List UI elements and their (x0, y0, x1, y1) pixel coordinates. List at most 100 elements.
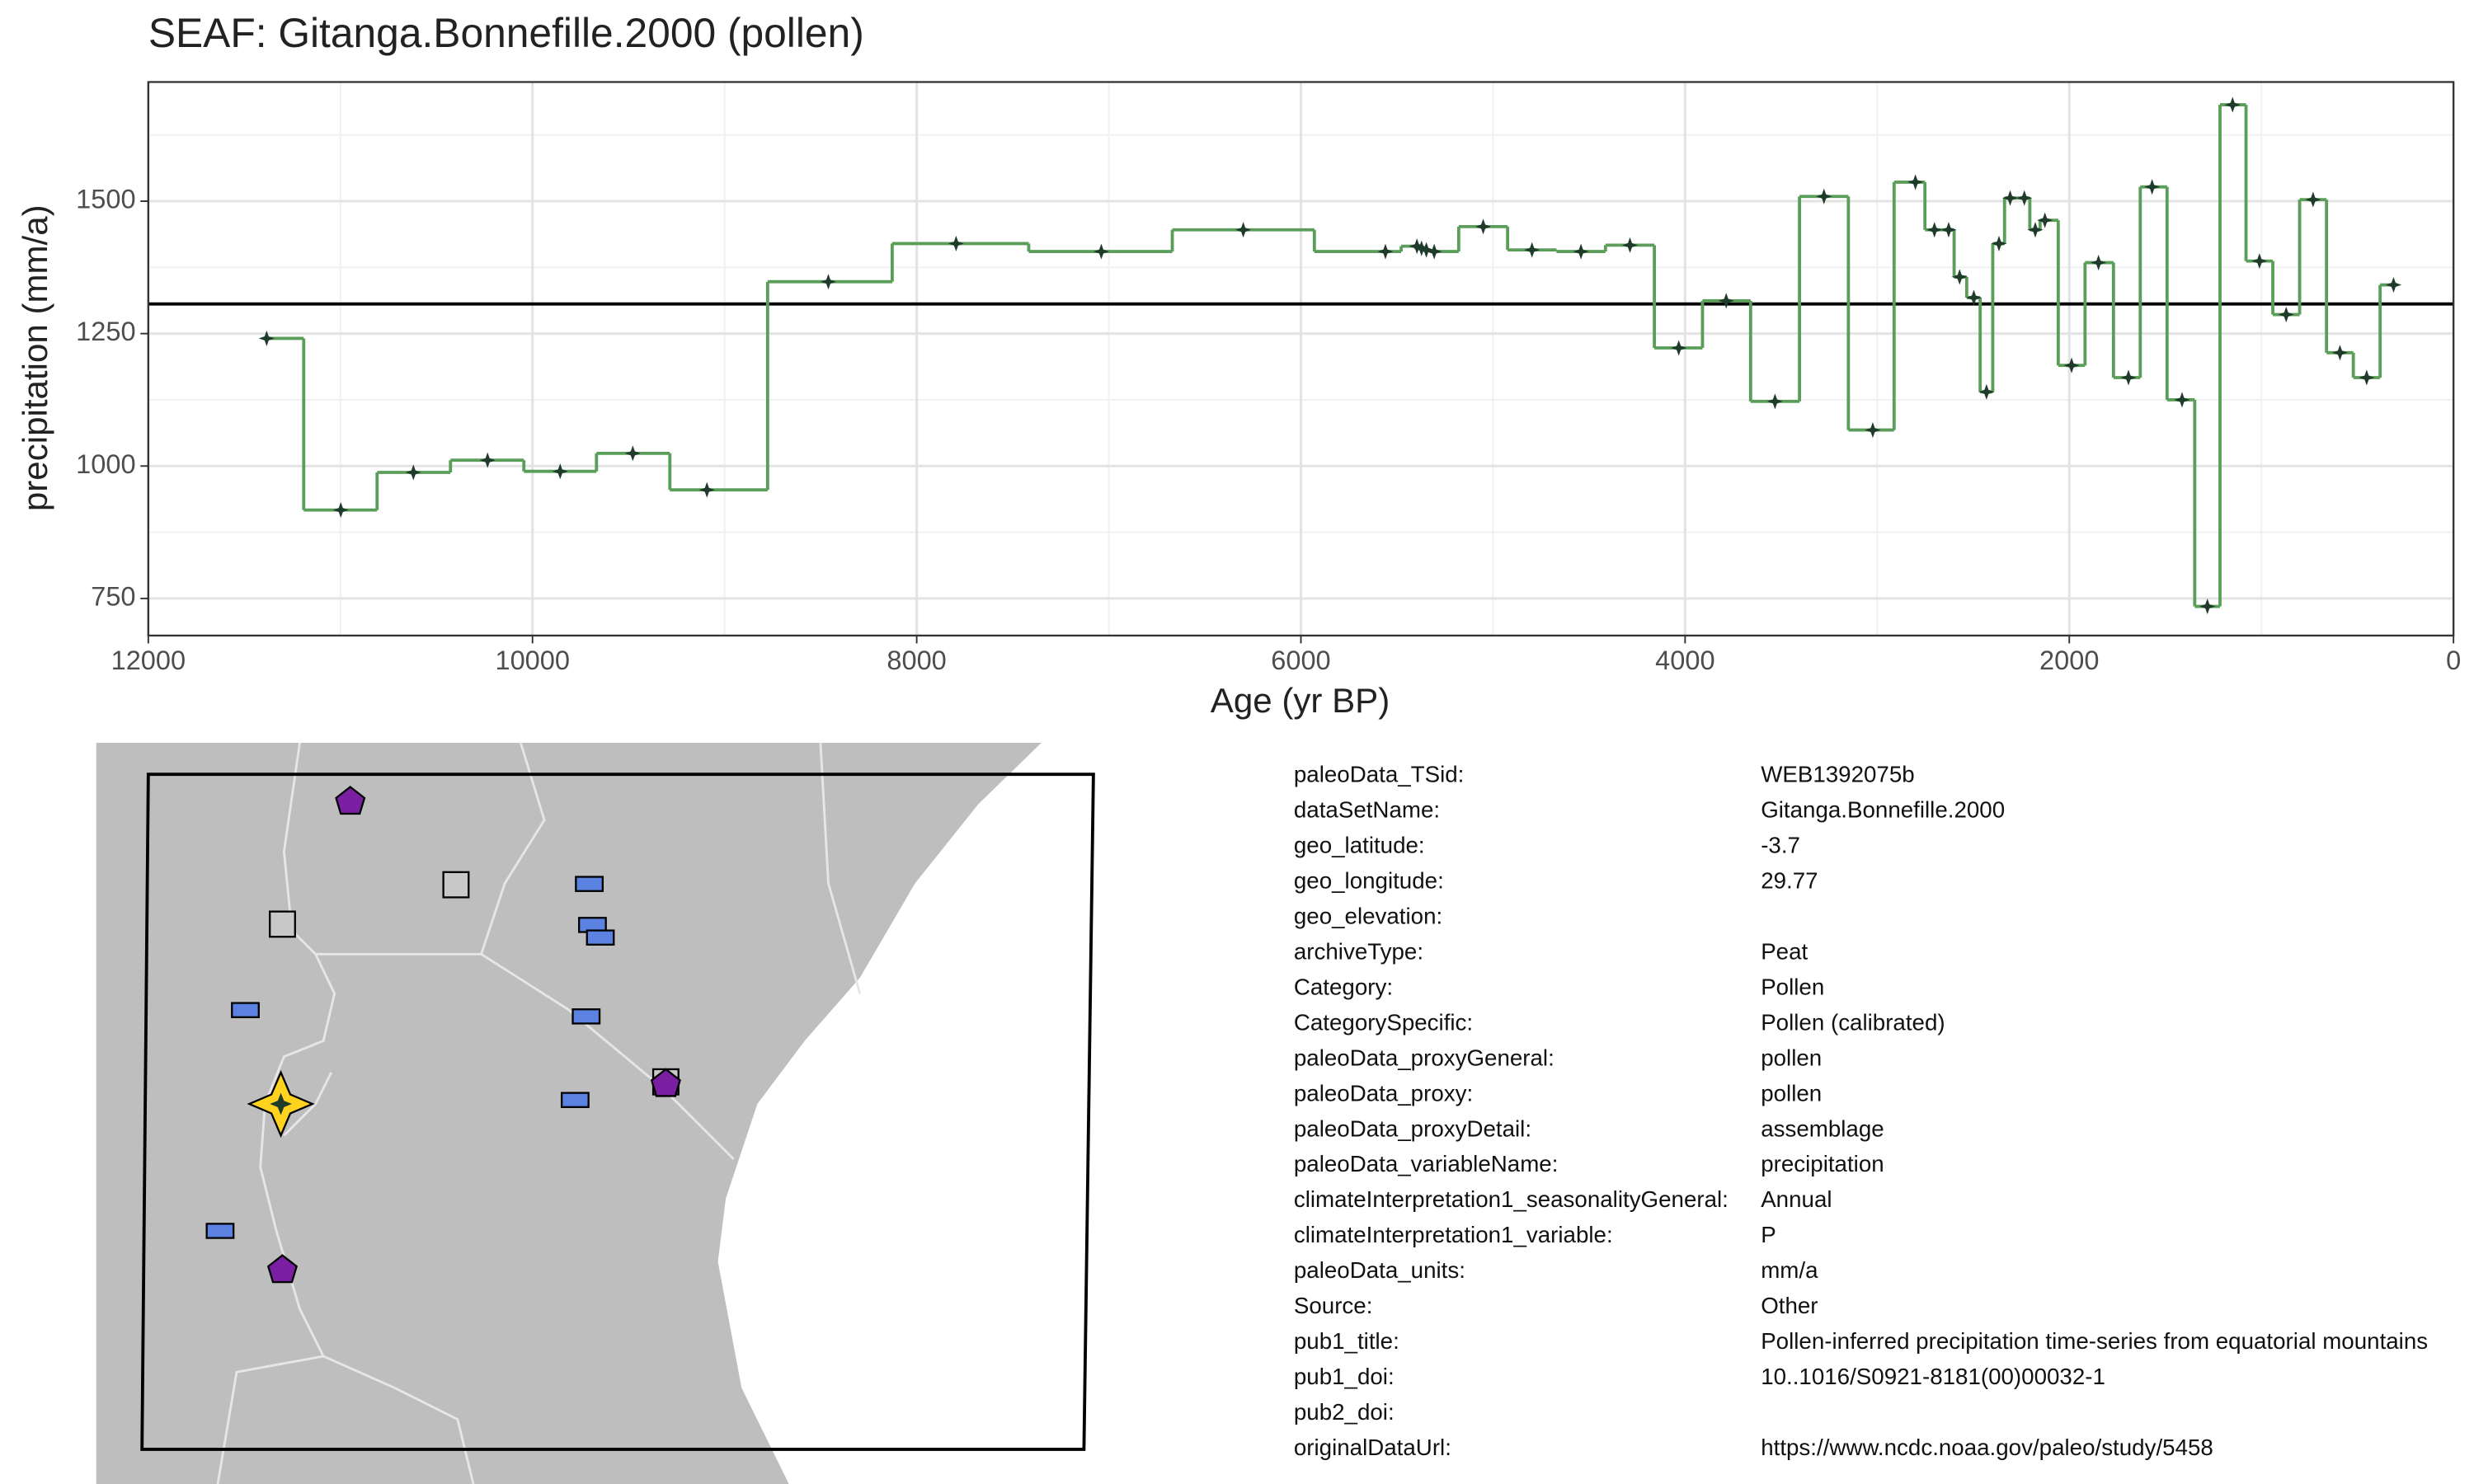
data-point (405, 464, 421, 481)
meta-key: dataSetName: (1294, 796, 1440, 822)
data-point (2199, 598, 2216, 615)
data-point (2063, 357, 2080, 373)
metadata-table: paleoData_TSid: WEB1392075b dataSetName: Gi… (1294, 761, 2428, 1460)
data-point (1940, 222, 1957, 238)
site-map (96, 742, 1100, 1484)
data-point (698, 481, 715, 498)
meta-value: Annual (1761, 1186, 1832, 1212)
y-axis-label: precipitation (mm/a) (16, 204, 54, 511)
data-point (1865, 422, 1881, 439)
data-point (1991, 235, 2007, 251)
data-point (1413, 240, 1430, 256)
data-point (1621, 237, 1639, 253)
data-point (1978, 383, 1995, 400)
data-point (2144, 179, 2161, 195)
meta-key: Category: (1294, 974, 1393, 999)
meta-key: climateInterpretation1_seasonalityGenera… (1294, 1186, 1729, 1212)
meta-key: geo_elevation: (1294, 903, 1442, 928)
meta-key: paleoData_proxyDetail: (1294, 1115, 1531, 1141)
data-point (1235, 222, 1252, 238)
meta-value: 29.77 (1761, 867, 1818, 893)
x-tick-label: 4000 (1655, 646, 1714, 675)
data-point (479, 452, 496, 468)
meta-key: archiveType: (1294, 938, 1423, 964)
meta-key: paleoData_units: (1294, 1257, 1465, 1283)
data-point (2027, 222, 2044, 238)
data-point (1671, 340, 1687, 356)
y-tick-label: 1500 (76, 185, 135, 214)
meta-key: pub2_doi: (1294, 1399, 1395, 1425)
meta-key: paleoData_proxyGeneral: (1294, 1045, 1554, 1070)
data-point (948, 235, 964, 251)
map-frame (140, 773, 1095, 1451)
data-point (2120, 369, 2137, 386)
meta-value: Other (1761, 1293, 1818, 1318)
meta-key: CategorySpecific: (1294, 1009, 1473, 1035)
meta-value: Peat (1761, 938, 1808, 964)
meta-key: paleoData_TSid: (1294, 761, 1465, 787)
data-point (1093, 243, 1110, 260)
site-markers (205, 786, 681, 1284)
meta-value: assemblage (1761, 1115, 1884, 1141)
meta-value: Pollen-inferred precipitation time-serie… (1761, 1328, 2428, 1354)
ocean (717, 742, 1100, 1484)
data-point (2305, 191, 2321, 208)
data-point (2331, 345, 2349, 361)
data-point (1524, 242, 1540, 258)
data-point (1718, 293, 1734, 309)
data-point (1573, 243, 1589, 260)
data-point (1951, 269, 1968, 285)
x-tick-label: 6000 (1271, 646, 1330, 675)
data-point (2385, 276, 2402, 294)
meta-key: originalDataUrl: (1294, 1435, 1451, 1460)
data-point (2037, 212, 2053, 228)
data-point (624, 445, 641, 462)
y-tick-label: 1250 (76, 317, 135, 346)
meta-value: WEB1392075b (1761, 761, 1914, 787)
data-point (1426, 243, 1442, 260)
data-point (2278, 306, 2294, 323)
data-point (1377, 243, 1394, 260)
meta-value: precipitation (1761, 1151, 1884, 1176)
x-tick-label: 8000 (887, 646, 946, 675)
plot-border (147, 81, 2455, 637)
data-point (820, 274, 837, 290)
plot-area: 12000 10000 8000 6000 4000 2000 0 750 1000 1250 15… (76, 81, 2461, 675)
data-point (1475, 218, 1492, 235)
data-point (2359, 369, 2375, 386)
data-point (2016, 190, 2033, 206)
meta-key: Source: (1294, 1293, 1373, 1318)
data-point (2224, 96, 2241, 113)
meta-key: paleoData_proxy: (1294, 1080, 1473, 1106)
data-point (332, 502, 349, 519)
data-point (2174, 392, 2190, 408)
meta-value: mm/a (1761, 1257, 1818, 1283)
meta-key: pub1_doi: (1294, 1364, 1395, 1389)
data-point (1766, 393, 1783, 410)
meta-key: geo_latitude: (1294, 832, 1425, 857)
meta-value: P (1761, 1222, 1776, 1247)
meta-value: pollen (1761, 1045, 1822, 1070)
x-tick-label: 10000 (496, 646, 570, 675)
meta-value: Pollen (calibrated) (1761, 1009, 1945, 1035)
data-point (1418, 242, 1435, 258)
meta-value: https://www.ncdc.noaa.gov/paleo/study/54… (1761, 1435, 2213, 1460)
data-point (1907, 174, 1924, 190)
data-point (1926, 222, 1943, 238)
x-tick-label: 12000 (111, 646, 186, 675)
x-axis-label: Age (yr BP) (1211, 681, 1390, 720)
data-point (2091, 254, 2107, 271)
chart-title: SEAF: Gitanga.Bonnefille.2000 (pollen) (148, 10, 864, 56)
meta-key: paleoData_variableName: (1294, 1151, 1559, 1176)
meta-value: 10..1016/S0921-8181(00)00032-1 (1761, 1364, 2105, 1389)
data-point (1409, 238, 1425, 255)
y-tick-label: 750 (91, 582, 135, 612)
meta-key: geo_longitude: (1294, 867, 1444, 893)
x-tick-label: 0 (2446, 646, 2461, 675)
y-tick-label: 1000 (76, 449, 135, 479)
data-point (2001, 190, 2019, 206)
data-point (552, 463, 568, 480)
meta-key: climateInterpretation1_variable: (1294, 1222, 1613, 1247)
